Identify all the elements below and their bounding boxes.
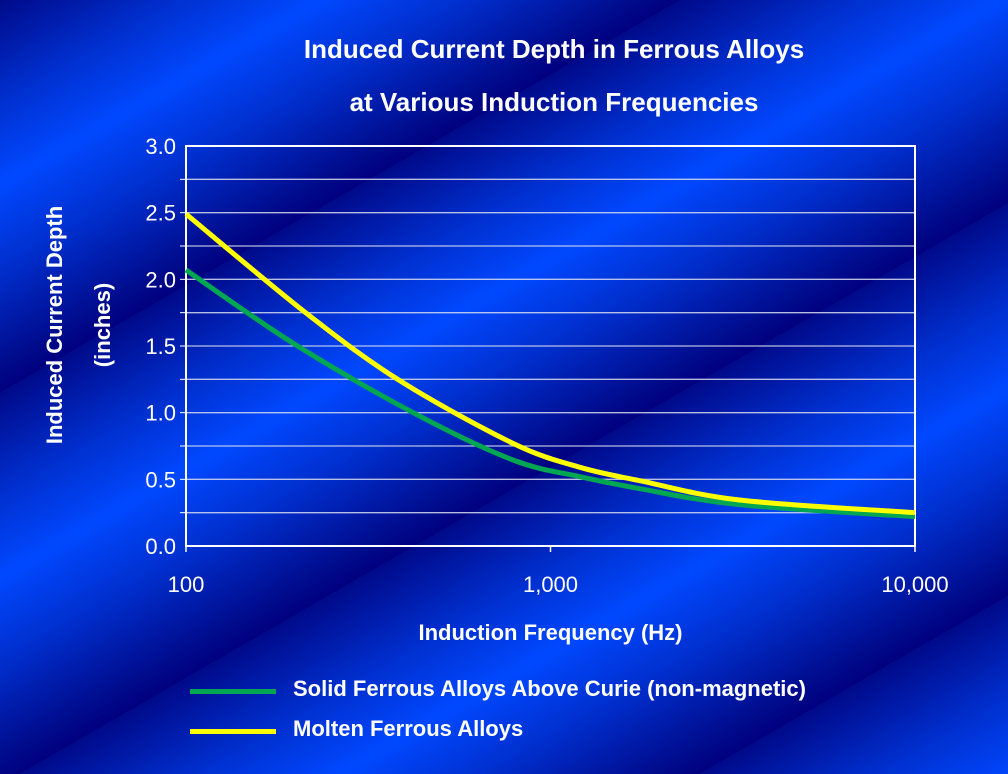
y-axis-title: Induced Current Depth [42,206,67,444]
y-tick-label: 1.0 [145,401,176,426]
chart-title-line-1: Induced Current Depth in Ferrous Alloys [303,34,805,64]
x-tick-label: 100 [168,572,205,597]
series-line-0 [184,267,916,520]
y-tick-label: 2.5 [145,201,176,226]
y-tick-label: 0.0 [145,534,176,559]
y-axis-title: (inches) [90,283,115,367]
legend-swatch-molten [190,729,276,734]
y-tick-label: 1.5 [145,334,176,359]
y-tick-label: 3.0 [145,134,176,159]
x-tick-label: 1,000 [523,572,578,597]
x-axis-title: Induction Frequency (Hz) [419,620,683,645]
series-line-1 [184,212,916,516]
legend-label-molten: Molten Ferrous Alloys [293,716,524,741]
chart-title-line-2: at Various Induction Frequencies [349,87,759,117]
x-tick-label: 10,000 [881,572,948,597]
legend-swatch-solid [190,689,276,694]
y-tick-label: 2.0 [145,267,176,292]
y-tick-label: 0.5 [145,467,176,492]
legend-label-solid: Solid Ferrous Alloys Above Curie (non-ma… [293,676,806,701]
